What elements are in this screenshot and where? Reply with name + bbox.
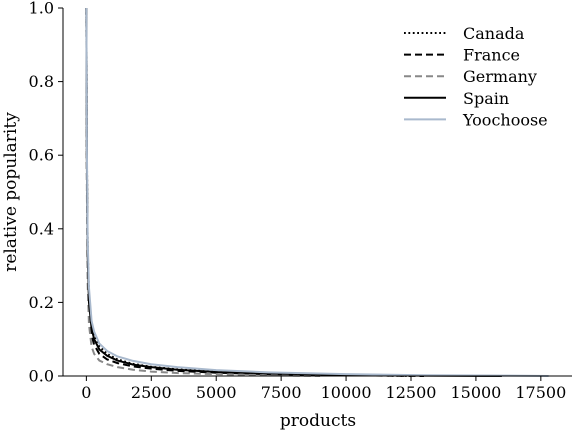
y-tick-label: 0.4 [29,219,54,238]
y-tick-label: 0.0 [29,367,54,386]
x-tick-label: 17500 [515,383,566,402]
x-tick-label: 0 [81,383,91,402]
y-tick-label: 0.6 [29,146,54,165]
y-tick-label: 0.2 [29,293,54,312]
series-line-germany [85,7,321,377]
y-ticks: 0.0 0.2 0.4 0.6 0.8 1.0 [29,0,63,386]
y-tick-label: 1.0 [29,0,54,18]
legend-label-france: France [463,46,520,65]
x-tick-label: 5000 [196,383,237,402]
series-layer [85,7,549,377]
x-tick-label: 10000 [321,383,372,402]
x-axis-label: products [280,411,356,430]
series-line-yoochoose [85,7,549,377]
series-line-france [85,7,424,377]
series-line-canada [85,7,412,377]
x-ticks: 0 2500 5000 7500 10000 12500 15000 17500 [81,376,566,402]
plot-area: 0 2500 5000 7500 10000 12500 15000 17500 0.0 0.2… [29,0,572,402]
legend-label-yoochoose: Yoochoose [462,110,548,129]
x-tick-label: 12500 [386,383,437,402]
y-axis-label: relative popularity [1,112,21,272]
x-tick-label: 2500 [131,383,172,402]
legend-label-canada: Canada [463,24,525,43]
y-tick-label: 0.8 [29,72,54,91]
legend-label-spain: Spain [463,89,509,108]
legend-label-germany: Germany [463,67,537,86]
x-tick-label: 7500 [261,383,302,402]
series-line-spain [85,7,502,377]
x-tick-label: 15000 [450,383,501,402]
legend: Canada France Germany Spain Yoochoose [404,24,548,129]
